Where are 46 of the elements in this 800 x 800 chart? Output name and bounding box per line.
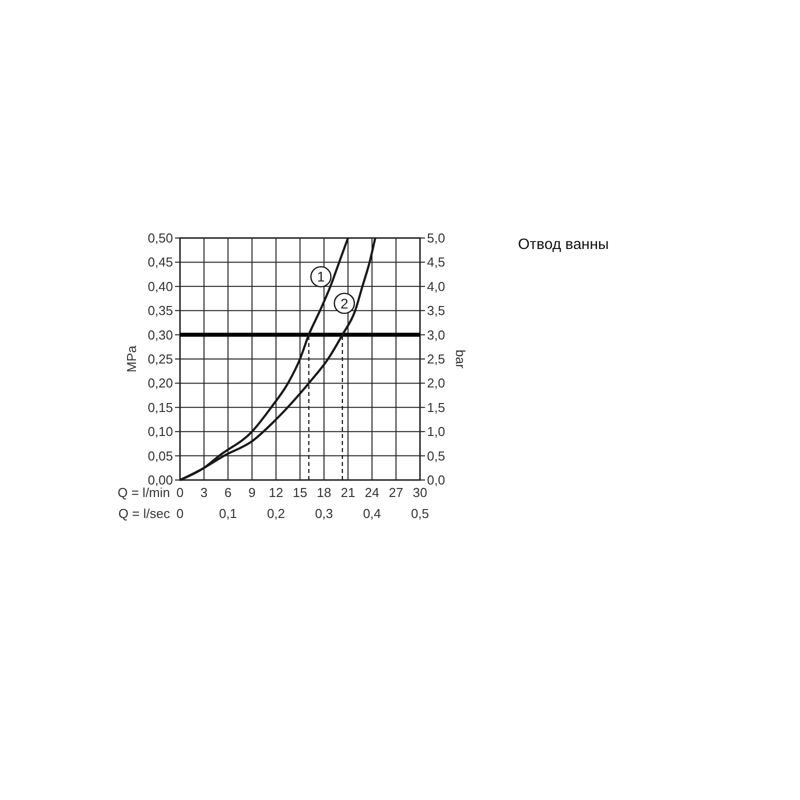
x-tick-label: 3 [200,485,208,500]
y-tick-label: 0,15 [148,400,173,415]
y2-tick-label: 4,0 [427,278,446,294]
y-tick-label: 0,30 [148,327,173,342]
x-tick-label: 21 [340,485,356,500]
x2-tick-label: 0,2 [266,506,286,521]
x-tick-label: 30 [412,485,428,500]
y-tick-label: 0,00 [148,472,173,488]
y2-tick-label: 0,0 [427,472,446,488]
series-label: 2 [340,295,348,312]
y-tick-label: 0,25 [148,352,173,366]
x-tick-label: 15 [292,485,308,500]
y-tick-label: 0,05 [148,448,173,464]
y2-tick-label: 2,0 [427,376,446,391]
x2-tick-label: 0,1 [218,506,238,521]
y2-tick-label: 3,5 [427,303,446,318]
x-tick-label: 9 [248,485,256,500]
y2-tick-label: 1,0 [427,424,446,440]
x-tick-label: 0 [176,485,184,500]
y-tick-label: 0,10 [148,424,173,440]
y2-tick-label: 4,5 [427,254,446,270]
x2-tick-label: 0,4 [362,506,382,521]
x-tick-label: 18 [316,485,332,500]
x-axis-title: Q = l/min [118,485,170,500]
y2-axis-title: bar [453,350,468,370]
y2-tick-label: 5,0 [427,230,446,246]
x2-axis-title: Q = l/sec [118,506,170,521]
y-tick-label: 0,45 [148,254,173,270]
y-tick-label: 0,35 [148,303,173,318]
y2-tick-label: 3,0 [427,327,446,342]
y2-tick-label: 0,5 [427,448,446,464]
y2-tick-label: 1,5 [427,400,446,415]
y-tick-label: 0,20 [148,376,173,391]
text: Отвод ванны [518,236,609,253]
x-tick-label: 6 [224,485,232,500]
x-tick-label: 24 [364,485,380,500]
series-label: 1 [317,268,326,285]
x-tick-label: 27 [388,485,404,500]
y-axis-title: MPa [124,344,139,372]
x-tick-label: 12 [268,485,284,500]
x2-tick-label: 0 [176,506,184,521]
x2-tick-label: 0,5 [410,506,430,521]
x2-tick-label: 0,3 [314,506,334,521]
y-tick-label: 0,50 [148,230,173,246]
y-tick-label: 0,40 [148,278,173,294]
y2-tick-label: 2,5 [427,352,446,366]
